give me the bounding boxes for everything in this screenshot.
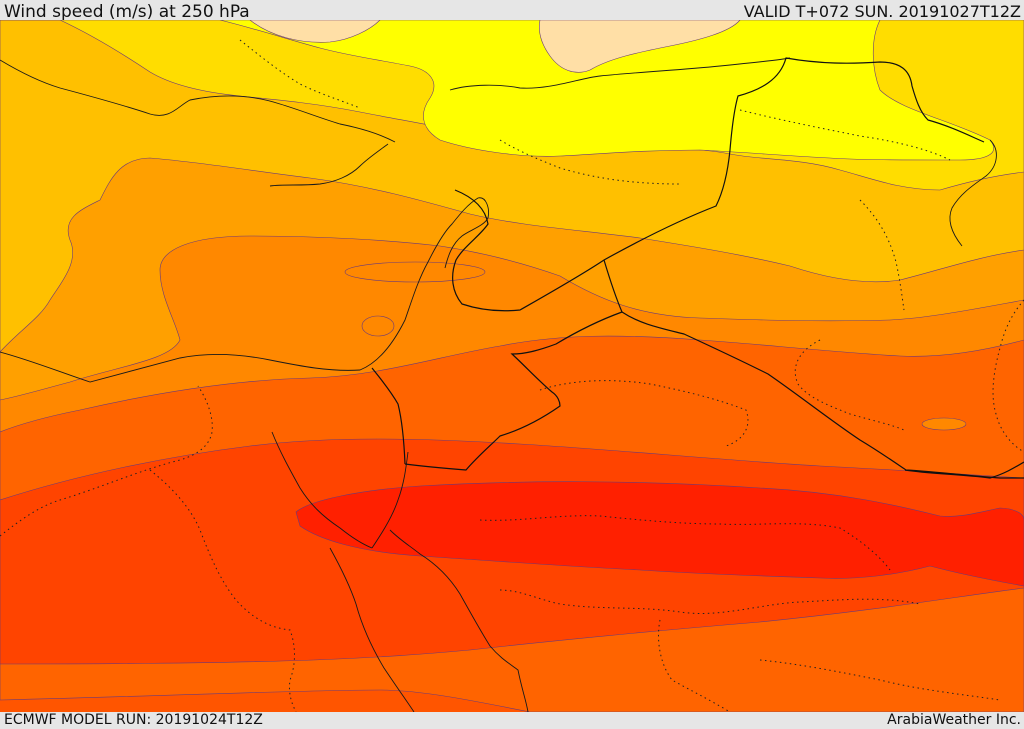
patch-east — [921, 417, 967, 431]
header-bar — [0, 0, 1024, 20]
admin-lines — [0, 39, 1024, 712]
coastlines — [0, 57, 997, 712]
footer-bar — [0, 712, 1024, 729]
band-peach — [539, 20, 741, 73]
map-title: Wind speed (m/s) at 250 hPa — [4, 2, 250, 22]
valid-time: VALID T+072 SUN. 20191027T12Z — [743, 2, 1021, 21]
patch-levant — [344, 261, 486, 283]
band-yellow — [219, 20, 995, 161]
patch-sinai — [361, 315, 395, 337]
model-run-label: ECMWF MODEL RUN: 20191024T12Z — [4, 712, 263, 728]
borders — [371, 57, 1024, 479]
wind-speed-map — [0, 20, 1024, 712]
credit-label: ArabiaWeather Inc. — [887, 712, 1021, 728]
band-peach-left — [249, 20, 381, 43]
